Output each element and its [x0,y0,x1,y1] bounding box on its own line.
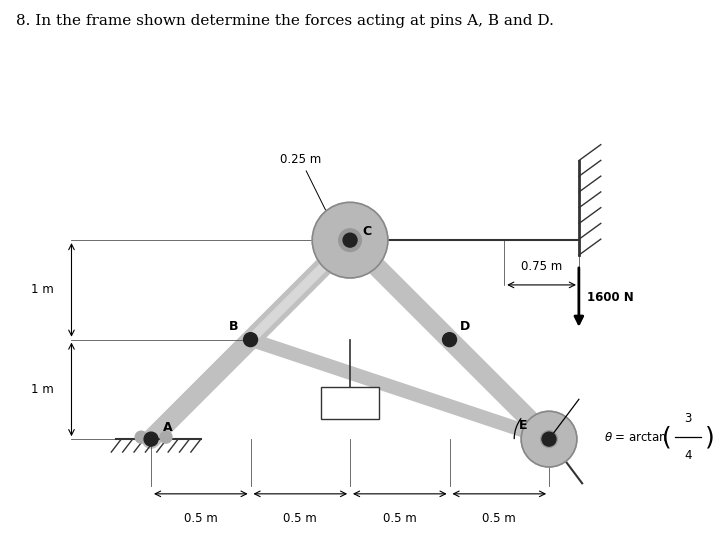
Text: 0.5 m: 0.5 m [482,512,516,525]
Circle shape [144,432,158,446]
Circle shape [338,229,361,252]
Circle shape [135,431,147,443]
Text: 3: 3 [685,412,692,425]
Circle shape [521,411,577,467]
Text: D: D [459,320,469,333]
Text: 0.5 m: 0.5 m [184,512,217,525]
Text: 4: 4 [685,449,692,462]
Text: 1200 N: 1200 N [330,399,370,408]
Circle shape [443,333,456,347]
Circle shape [243,333,258,347]
Text: $\theta$ = arctan: $\theta$ = arctan [604,430,667,444]
Circle shape [343,233,357,247]
Text: E: E [519,419,528,432]
Text: ): ) [706,425,715,449]
Circle shape [312,202,388,278]
Text: 0.5 m: 0.5 m [284,512,318,525]
Text: A: A [163,421,173,434]
Text: 0.25 m: 0.25 m [279,152,326,211]
Text: 0.75 m: 0.75 m [521,260,562,273]
Circle shape [160,431,172,443]
Text: (: ( [662,425,671,449]
Text: C: C [362,225,371,238]
Circle shape [541,431,557,448]
Text: B: B [229,320,238,333]
Text: 1 m: 1 m [31,383,53,396]
Text: 8. In the frame shown determine the forces acting at pins A, B and D.: 8. In the frame shown determine the forc… [16,14,554,28]
FancyBboxPatch shape [320,387,379,419]
Text: 1 m: 1 m [31,284,53,296]
Text: 0.5 m: 0.5 m [383,512,417,525]
Text: 1600 N: 1600 N [587,291,634,304]
Circle shape [542,432,556,446]
